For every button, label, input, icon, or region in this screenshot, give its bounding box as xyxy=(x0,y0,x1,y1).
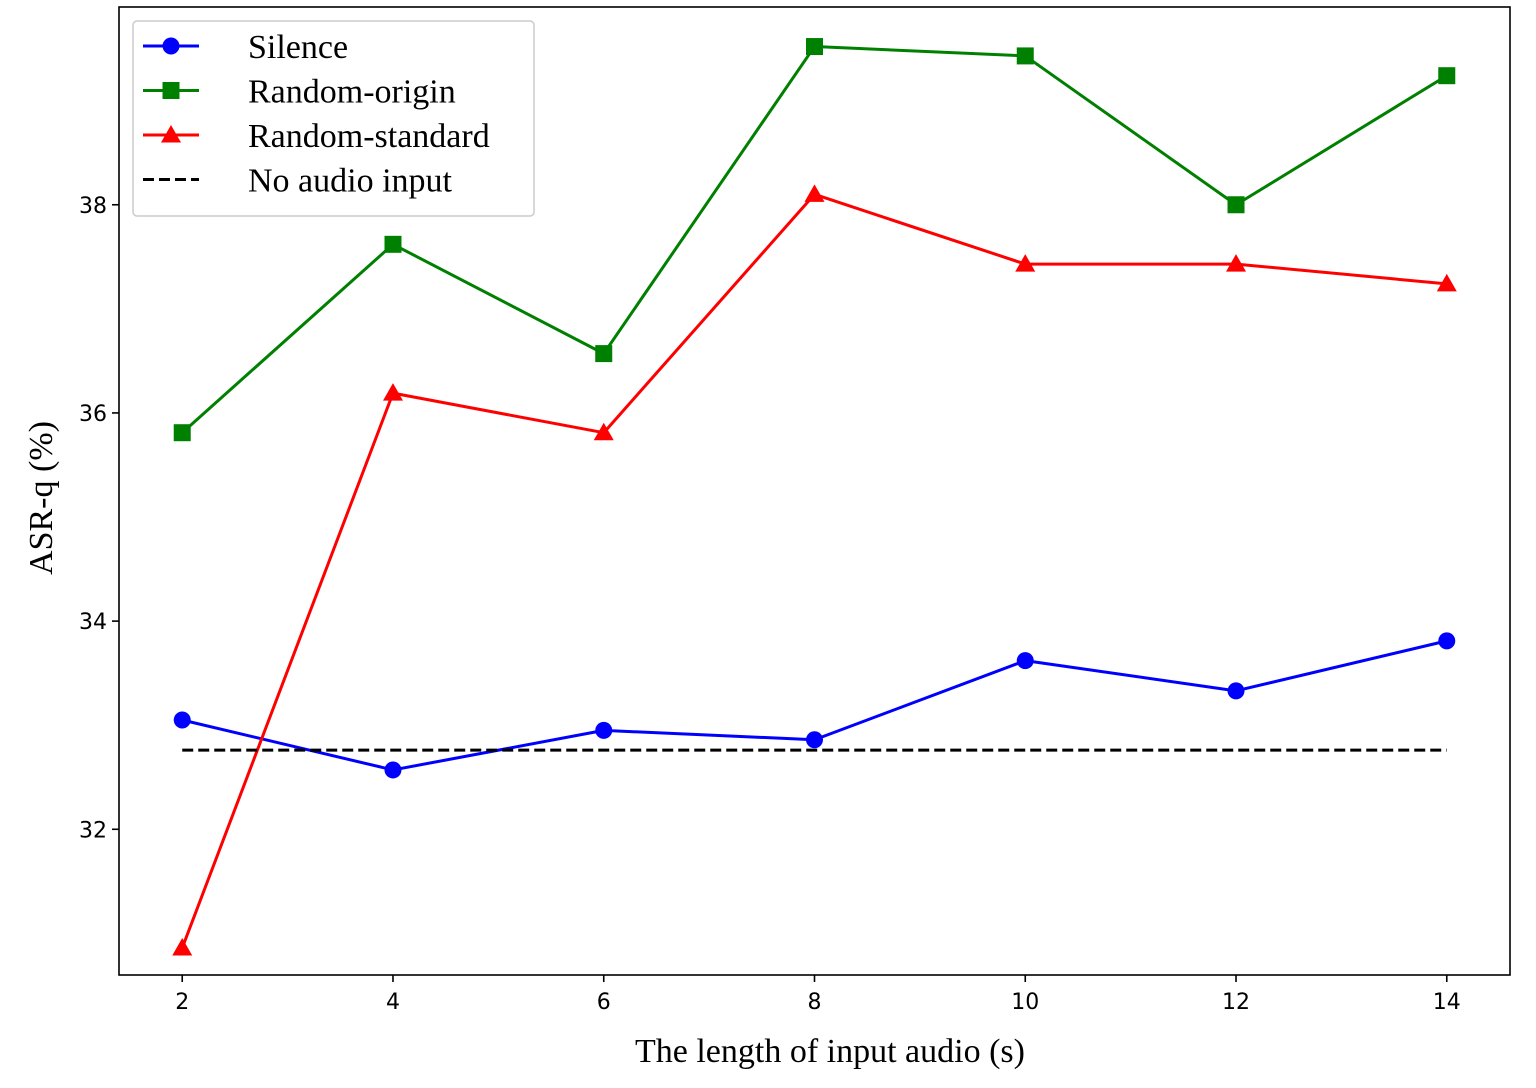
data-point xyxy=(173,424,191,442)
series-silence xyxy=(173,632,1456,779)
data-point xyxy=(806,38,823,56)
y-tick-label: 32 xyxy=(79,818,107,843)
legend-marker xyxy=(162,37,180,55)
legend-marker xyxy=(161,125,181,143)
data-point xyxy=(593,422,614,441)
data-point xyxy=(384,235,402,253)
data-point xyxy=(1016,652,1034,670)
data-point xyxy=(384,761,402,779)
data-point xyxy=(1015,254,1036,272)
y-axis: 32 34 36 38 xyxy=(79,194,119,843)
y-tick-label: 36 xyxy=(79,402,107,427)
x-axis: 2 4 6 8 10 12 14 xyxy=(175,975,1461,1015)
data-point xyxy=(1226,254,1247,272)
data-point xyxy=(595,345,613,363)
legend-box xyxy=(132,20,535,217)
data-point xyxy=(172,937,193,956)
series-layer xyxy=(172,38,1457,956)
data-point xyxy=(1016,47,1034,65)
legend-label: No audio input xyxy=(248,163,453,200)
data-point xyxy=(1227,196,1245,214)
data-point xyxy=(382,383,403,401)
x-tick-label: 4 xyxy=(386,990,400,1015)
data-point xyxy=(595,721,613,739)
legend-label: Random-standard xyxy=(248,118,490,155)
data-point xyxy=(1436,273,1457,292)
data-point xyxy=(1227,682,1245,700)
legend-label: Random-origin xyxy=(248,74,456,111)
x-tick-label: 2 xyxy=(175,990,189,1015)
y-tick-label: 34 xyxy=(79,610,107,635)
x-tick-label: 6 xyxy=(597,990,611,1015)
x-tick-label: 8 xyxy=(808,990,822,1015)
x-tick-label: 12 xyxy=(1222,990,1250,1015)
data-point xyxy=(1438,67,1456,85)
legend-marker xyxy=(162,82,180,99)
x-axis-label: The length of input audio (s) xyxy=(635,1033,1025,1070)
data-point xyxy=(804,184,825,202)
data-point xyxy=(173,711,191,729)
legend: Silence Random-origin Random-standard No au… xyxy=(132,20,535,217)
data-point xyxy=(1438,632,1456,650)
legend-label: Silence xyxy=(248,29,348,66)
series-random-standard xyxy=(172,184,1457,956)
x-tick-label: 10 xyxy=(1011,990,1039,1015)
series-random-origin xyxy=(173,38,1456,442)
y-tick-label: 38 xyxy=(79,194,107,219)
data-point xyxy=(806,731,823,749)
x-tick-label: 14 xyxy=(1433,990,1461,1015)
y-axis-label: ASR-q (%) xyxy=(23,421,60,575)
